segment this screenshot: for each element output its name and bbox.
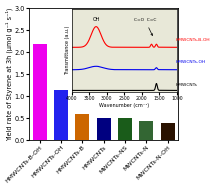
Bar (118, 118, 132, 140)
Bar (161, 123, 175, 140)
Bar (54, 90, 68, 140)
Y-axis label: Yield rate of Styrene at 3h (μmol g⁻¹ s⁻¹): Yield rate of Styrene at 3h (μmol g⁻¹ s⁻… (6, 8, 13, 141)
Bar (75, 114, 89, 140)
Bar (33, 44, 47, 140)
Bar (97, 118, 111, 140)
Bar (139, 121, 153, 140)
